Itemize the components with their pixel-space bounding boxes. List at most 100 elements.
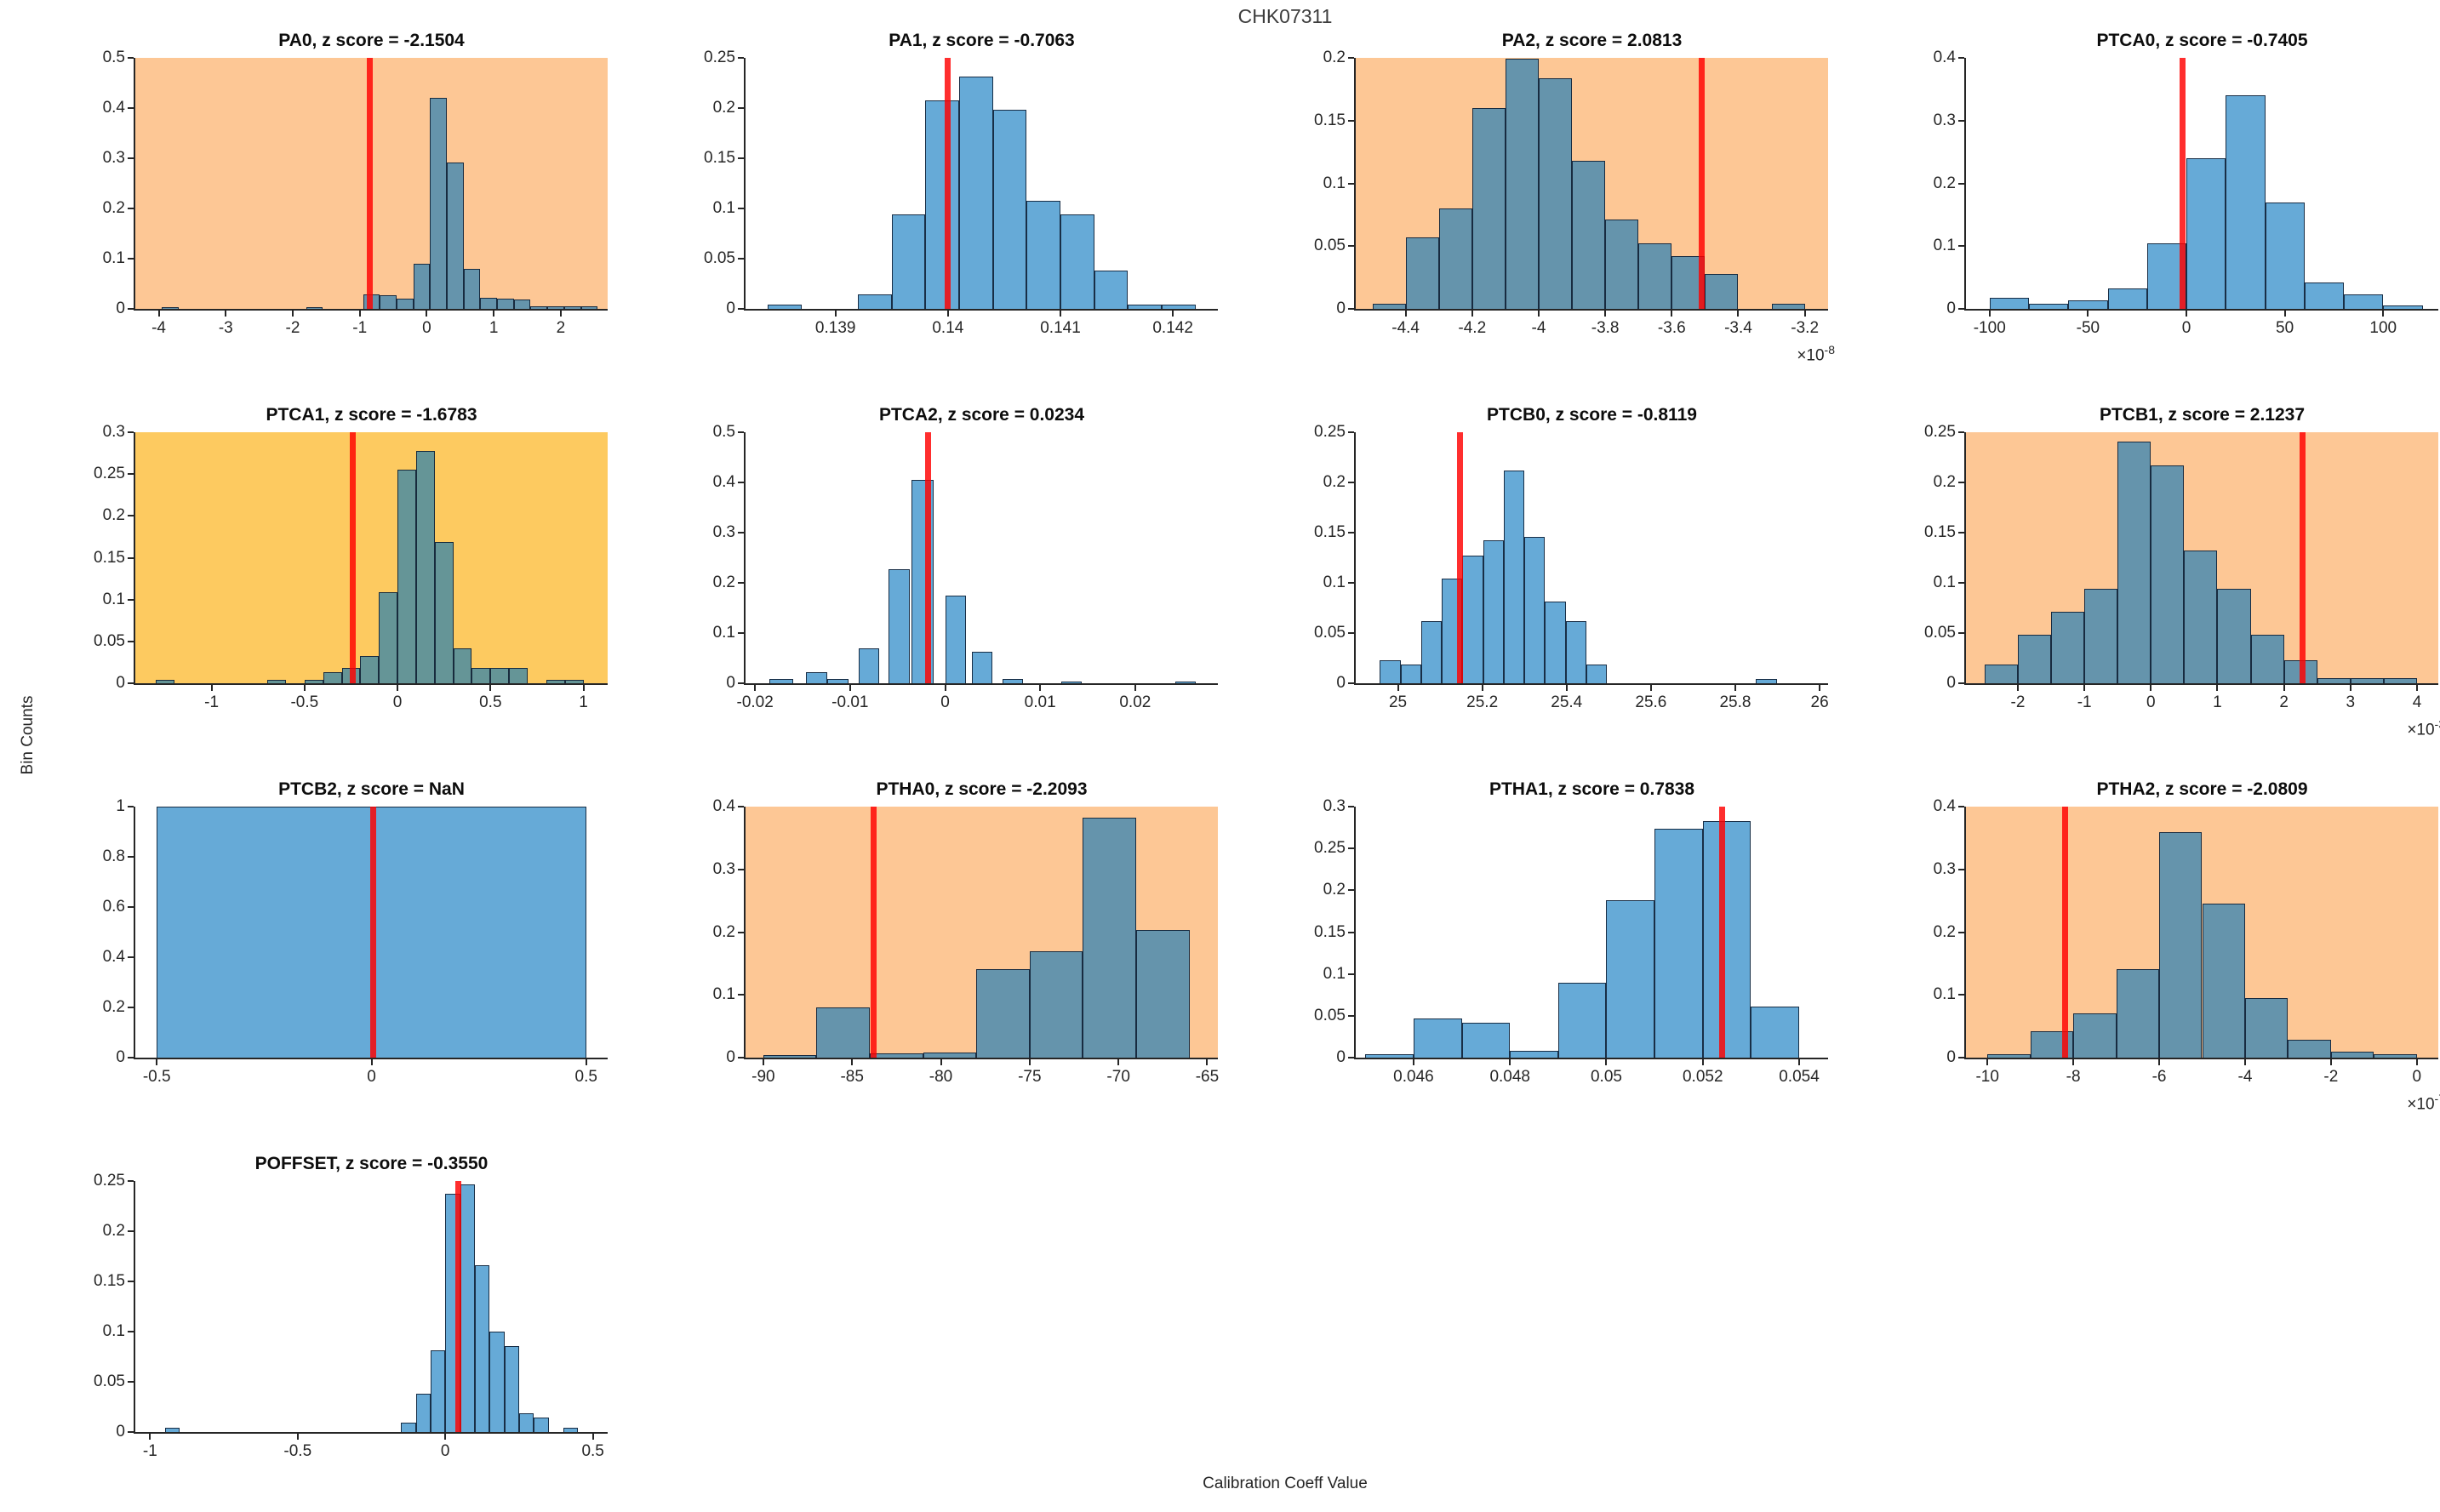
- histogram-bar: [1400, 664, 1421, 683]
- histogram-bar: [2344, 294, 2384, 309]
- y-tick-label: 0.05: [94, 631, 125, 650]
- histogram-bar: [546, 680, 565, 683]
- y-tick: [128, 1180, 134, 1182]
- x-tick: [157, 311, 160, 317]
- exponent-value: -3: [2434, 717, 2440, 731]
- y-tick: [128, 208, 134, 209]
- y-tick: [738, 868, 744, 870]
- subplot-title: PTCB2, z score = NaN: [278, 779, 465, 799]
- y-tick: [1348, 931, 1354, 933]
- histogram-bar: [413, 263, 431, 309]
- subplot-PTHA1: PTHA1, z score = 0.7838 0.046 0.048 0.05 0.0…: [1314, 779, 1828, 1086]
- x-tick-label: -4: [151, 319, 166, 337]
- subplot-title: PTCA1, z score = -1.6783: [266, 405, 477, 425]
- y-tick: [1958, 245, 1964, 248]
- histogram-bar: [2029, 304, 2069, 309]
- y-tick: [738, 482, 744, 483]
- y-tick: [738, 532, 744, 533]
- x-tick-label: -0.5: [283, 1442, 312, 1460]
- y-tick-label: 0.4: [712, 473, 735, 491]
- observed-value-line: [369, 807, 376, 1058]
- histogram-bar: [509, 668, 529, 683]
- y-tick: [738, 1057, 744, 1058]
- y-tick: [1958, 682, 1964, 684]
- x-tick: [2415, 1059, 2418, 1065]
- y-tick-label: 0.25: [704, 48, 735, 66]
- x-tick-label: 3: [2346, 693, 2356, 711]
- histogram-bar: [323, 672, 342, 683]
- y-tick: [738, 582, 744, 584]
- x-tick: [582, 685, 585, 691]
- histogram-bar: [415, 1394, 431, 1432]
- histogram-bar: [1702, 820, 1751, 1058]
- y-tick-label: 0: [1946, 674, 1956, 692]
- x-tick: [2150, 685, 2152, 691]
- x-tick-label: 25.8: [1719, 693, 1751, 711]
- y-tick-label: 0.1: [1323, 964, 1346, 983]
- x-tick: [225, 311, 227, 317]
- x-tick-label: -3.4: [1724, 319, 1752, 337]
- x-tick-label: -8: [2066, 1068, 2081, 1086]
- x-tick-label: 0.054: [1779, 1068, 1820, 1086]
- x-tick-label: -3.8: [1591, 319, 1620, 337]
- x-tick: [303, 685, 306, 691]
- x-tick: [1604, 311, 1607, 317]
- histogram-bar: [162, 306, 180, 309]
- y-tick: [738, 632, 744, 634]
- y-tick-label: 0.1: [102, 249, 125, 267]
- histogram-bar: [504, 1345, 519, 1432]
- y-tick: [738, 806, 744, 807]
- histogram-bar: [1605, 220, 1639, 309]
- x-tick: [358, 311, 361, 317]
- figure-title: CHK07311: [1237, 5, 1333, 27]
- y-tick-label: 0.2: [1933, 922, 1956, 941]
- y-tick: [1958, 57, 1964, 59]
- histogram-bar: [460, 1184, 475, 1432]
- y-tick-label: 0.15: [1314, 111, 1346, 129]
- histogram-bar: [2304, 282, 2344, 309]
- y-tick: [128, 1381, 134, 1383]
- histogram-bar: [471, 668, 491, 683]
- x-tick: [493, 311, 495, 317]
- observed-value-line: [367, 58, 374, 309]
- x-tick: [1737, 311, 1740, 317]
- y-tick-label: 0.2: [1323, 48, 1346, 66]
- histogram-bar: [2051, 612, 2085, 683]
- observed-value-line: [945, 58, 951, 309]
- histogram-bar: [1060, 214, 1094, 309]
- histogram-bar: [397, 470, 416, 683]
- subplot-PA0: PA0, z score = -2.1504 -4 -3 -2 -1 0 1 2 0 0.1 0.2…: [103, 31, 608, 337]
- y-tick: [1348, 532, 1354, 533]
- y-tick: [128, 258, 134, 260]
- x-tick-label: -1: [142, 1442, 157, 1460]
- x-tick: [2072, 1059, 2075, 1065]
- x-tick-label: 0: [392, 693, 403, 711]
- y-tick: [1348, 889, 1354, 892]
- subplot-title: PTHA0, z score = -2.2093: [876, 779, 1088, 799]
- y-tick-label: 0.2: [1933, 174, 1956, 192]
- y-tick: [1348, 847, 1354, 850]
- x-tick: [2186, 311, 2187, 317]
- x-tick-label: -2: [285, 319, 300, 337]
- histogram-bar: [1524, 536, 1546, 683]
- y-tick: [738, 994, 744, 996]
- y-tick: [1958, 632, 1964, 634]
- axis-exponent-label: ×10-8: [1797, 343, 1835, 365]
- subplot-title: POFFSET, z score = -0.3550: [254, 1154, 489, 1173]
- histogram-bar: [1751, 1007, 1799, 1058]
- histogram-bar: [434, 541, 454, 683]
- x-tick: [1481, 685, 1483, 691]
- y-tick: [1958, 994, 1964, 996]
- y-tick-label: 0.4: [1933, 797, 1956, 815]
- x-tick: [292, 311, 294, 317]
- y-tick: [1958, 182, 1964, 185]
- y-tick-label: 0.15: [94, 1272, 125, 1290]
- histogram-bar: [1161, 305, 1196, 309]
- subplot-PA2: PA2, z score = 2.0813 -4.4 -4.2 -4 -3.8 -3.6 -…: [1314, 31, 1835, 364]
- x-tick: [2329, 1059, 2332, 1065]
- observed-value-line: [454, 1181, 461, 1432]
- histogram-bar: [2383, 305, 2423, 309]
- subplot-title: PTCB1, z score = 2.1237: [2099, 405, 2306, 425]
- x-tick-label: 1: [579, 693, 588, 711]
- y-tick: [128, 906, 134, 908]
